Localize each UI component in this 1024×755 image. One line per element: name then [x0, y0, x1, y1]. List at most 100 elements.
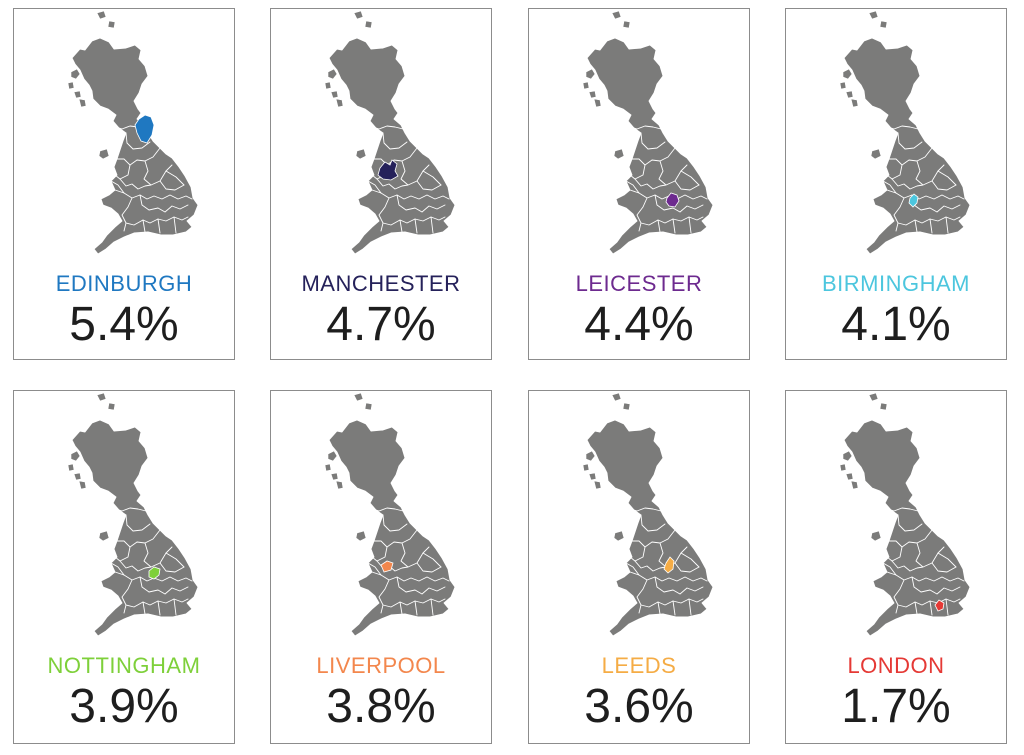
- island-shape: [842, 68, 853, 80]
- region-border: [430, 598, 434, 616]
- city-card: EDINBURGH 5.4%: [13, 8, 235, 360]
- region-border: [114, 158, 131, 180]
- island-shape: [879, 402, 888, 411]
- region-border: [914, 601, 918, 615]
- island-shape: [582, 463, 590, 472]
- island-shape: [96, 392, 107, 402]
- region-border: [382, 132, 408, 150]
- region-border: [430, 216, 434, 234]
- region-border: [617, 586, 632, 600]
- region-border: [102, 586, 117, 600]
- island-shape: [70, 68, 81, 80]
- region-border: [376, 178, 409, 190]
- region-border: [634, 178, 667, 190]
- region-border: [674, 180, 700, 191]
- region-border: [378, 197, 446, 226]
- region-border: [416, 562, 442, 573]
- island-shape: [613, 530, 625, 542]
- highlighted-city-region: [663, 556, 675, 574]
- region-border: [638, 222, 642, 232]
- island-shape: [96, 10, 107, 20]
- island-shape: [588, 472, 597, 481]
- highlighted-city-region: [934, 599, 945, 612]
- region-border: [367, 562, 382, 576]
- region-border: [680, 552, 700, 568]
- island-shape: [335, 98, 344, 108]
- region-border: [874, 586, 889, 600]
- region-border: [937, 170, 957, 186]
- region-border: [157, 600, 161, 616]
- region-border: [114, 540, 131, 562]
- region-border: [893, 197, 961, 226]
- mainland-shape: [843, 37, 971, 255]
- city-card: LONDON 1.7%: [785, 390, 1007, 744]
- island-shape: [850, 98, 859, 108]
- island-shape: [98, 148, 110, 160]
- city-label: MANCHESTER: [301, 271, 461, 296]
- great-britain-map: [582, 392, 714, 637]
- region-border: [125, 514, 151, 532]
- region-border: [625, 562, 640, 576]
- region-border: [115, 507, 147, 512]
- region-border: [937, 552, 957, 568]
- great-britain-map: [582, 10, 714, 255]
- island-shape: [324, 81, 332, 90]
- percentage-value: 3.9%: [69, 680, 179, 733]
- region-border: [688, 216, 692, 234]
- mainland-shape: [328, 419, 456, 637]
- percentage-value: 1.7%: [841, 680, 951, 733]
- region-border: [931, 562, 957, 573]
- great-britain-map: [839, 10, 971, 255]
- island-shape: [842, 450, 853, 462]
- region-border: [165, 552, 185, 568]
- island-shape: [622, 20, 631, 29]
- region-border: [371, 189, 450, 200]
- region-border: [911, 194, 961, 213]
- island-shape: [327, 68, 338, 80]
- region-border: [142, 219, 146, 233]
- region-border: [110, 562, 125, 576]
- region-border: [119, 560, 152, 572]
- island-shape: [98, 530, 110, 542]
- island-shape: [850, 480, 859, 490]
- island-shape: [588, 90, 597, 99]
- region-border: [654, 194, 704, 213]
- great-britain-map: [67, 10, 199, 255]
- highlighted-city-region: [377, 159, 399, 181]
- island-shape: [107, 20, 116, 29]
- region-border: [617, 204, 632, 218]
- region-border: [399, 601, 403, 615]
- island-shape: [868, 10, 879, 20]
- island-shape: [67, 81, 75, 90]
- island-shape: [355, 148, 367, 160]
- region-border: [640, 132, 666, 150]
- region-border: [895, 604, 899, 614]
- region-border: [422, 170, 442, 186]
- island-shape: [73, 472, 82, 481]
- island-shape: [335, 480, 344, 490]
- island-shape: [593, 480, 602, 490]
- region-border: [380, 604, 384, 614]
- island-shape: [78, 98, 87, 108]
- region-border: [929, 600, 933, 616]
- mainland-shape: [328, 37, 456, 255]
- region-border: [636, 197, 704, 226]
- island-shape: [845, 90, 854, 99]
- region-border: [121, 197, 189, 226]
- region-border: [139, 576, 189, 595]
- great-britain-map: [324, 392, 456, 637]
- region-border: [422, 552, 442, 568]
- percentage-value: 4.4%: [584, 298, 694, 351]
- region-border: [887, 125, 919, 130]
- region-border: [874, 204, 889, 218]
- city-label: LEEDS: [601, 653, 677, 678]
- island-shape: [582, 81, 590, 90]
- mainland-shape: [586, 37, 714, 255]
- island-shape: [324, 463, 332, 472]
- region-border: [372, 125, 404, 130]
- percentage-value: 4.7%: [326, 298, 436, 351]
- island-shape: [70, 450, 81, 462]
- island-shape: [868, 392, 879, 402]
- region-border: [359, 204, 374, 218]
- mainland-shape: [586, 419, 714, 637]
